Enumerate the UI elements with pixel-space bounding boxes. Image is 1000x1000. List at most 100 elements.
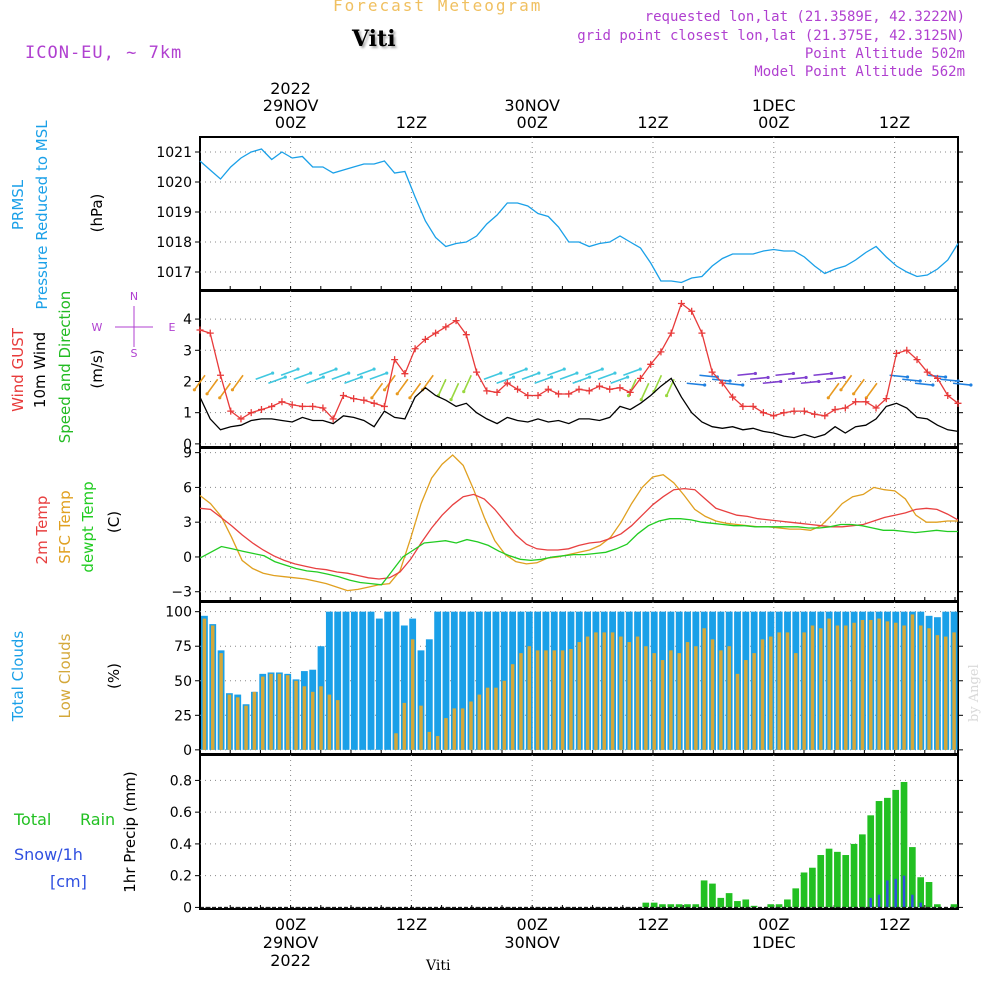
wind-gust-line-marker xyxy=(954,399,962,407)
wind-direction-arrow xyxy=(597,372,616,380)
wind-gust-line-marker xyxy=(483,387,491,395)
rain-label: Rain xyxy=(80,810,115,829)
wind-direction-arrow xyxy=(231,374,244,391)
low-cloud-bar xyxy=(619,636,623,750)
wind-label: 10m Wind xyxy=(31,332,49,408)
wind-direction-arrow-head xyxy=(511,375,516,379)
precip-y-tick-label: 0 xyxy=(183,900,192,916)
total-cloud-bar xyxy=(400,625,408,750)
low-cloud-label: Low Clouds xyxy=(56,633,74,718)
wind-y-tick-label: 4 xyxy=(183,312,192,328)
wind-gust-line-marker xyxy=(319,404,327,412)
wind-gust-line-marker xyxy=(862,398,870,406)
wind-direction-arrow xyxy=(318,368,337,376)
wind-gust-line-marker xyxy=(729,393,737,401)
low-cloud-bar xyxy=(210,625,215,750)
low-cloud-bar xyxy=(535,650,540,750)
low-cloud-bar xyxy=(794,653,798,750)
wind-direction-arrow-head xyxy=(359,375,363,379)
low-cloud-bar xyxy=(669,650,673,750)
wind-gust-line-marker xyxy=(575,385,583,393)
low-cloud-bar xyxy=(202,618,207,750)
rain-bar xyxy=(684,904,691,908)
low-cloud-bar xyxy=(444,718,448,750)
low-cloud-bar xyxy=(410,639,415,750)
pressure-y-tick-label: 1019 xyxy=(156,205,192,221)
wind-gust-line-marker xyxy=(493,388,501,396)
total-cloud-bar xyxy=(392,611,400,750)
low-cloud-bar xyxy=(610,632,615,750)
rain-bar xyxy=(650,902,658,908)
wind-gust-line-marker xyxy=(770,412,778,420)
rain-bar xyxy=(692,904,700,908)
wind-gust-line-marker xyxy=(882,395,890,403)
wind-direction-arrow-head xyxy=(395,392,399,396)
low-cloud-bar xyxy=(510,664,515,750)
wind-direction-arrow xyxy=(788,376,807,381)
wind-direction-arrow xyxy=(927,374,946,378)
wind-gust-line-marker xyxy=(442,323,450,331)
total-cloud-bar xyxy=(375,618,383,750)
low-cloud-bar xyxy=(460,708,465,750)
total-cloud-bar xyxy=(384,611,392,750)
low-cloud-bar xyxy=(694,646,698,750)
bottom-time-label: 1DEC xyxy=(752,933,796,952)
rain-bar xyxy=(834,851,841,908)
wind-gust-line-marker xyxy=(944,392,952,400)
low-cloud-bar xyxy=(577,642,581,750)
rain-bar xyxy=(817,855,825,908)
wind-gust-line-marker xyxy=(585,387,593,395)
wind-gust-line-marker xyxy=(391,356,399,364)
wind-direction-arrow xyxy=(463,374,472,392)
clouds-y-tick-label: 0 xyxy=(183,743,192,759)
top-time-label: 1DEC xyxy=(752,96,796,115)
wind-direction-arrow-head xyxy=(804,375,808,380)
wind-gust-line-marker xyxy=(370,399,378,407)
wind-y-tick-label: 1 xyxy=(183,406,192,422)
wind-speed-line xyxy=(199,377,959,439)
wind-gust-line-marker xyxy=(923,368,931,376)
low-cloud-bar xyxy=(594,632,598,750)
rain-bar xyxy=(675,904,683,908)
wind-direction-arrow xyxy=(371,382,384,399)
snow-bar xyxy=(902,875,906,908)
low-cloud-bar xyxy=(285,675,290,750)
wind-direction-arrow xyxy=(712,378,731,382)
low-cloud-bar xyxy=(502,680,507,750)
wind-gust-line-marker xyxy=(411,345,419,353)
total-cloud-bar xyxy=(325,611,333,750)
wind-direction-arrow xyxy=(840,374,853,391)
wind-gust-line-marker xyxy=(432,329,440,337)
wind-direction-arrow-head xyxy=(791,371,796,376)
total-cloud-label: Total Clouds xyxy=(9,631,27,723)
wind-direction-arrow xyxy=(344,376,362,384)
snow-bar xyxy=(869,897,872,908)
wind-direction-arrow xyxy=(437,378,447,396)
low-cloud-bar xyxy=(935,635,940,750)
point-altitude: Point Altitude 502m xyxy=(804,46,965,62)
wind-gust-line-marker xyxy=(278,398,286,406)
wind-direction-arrow xyxy=(409,382,422,399)
dewpoint-label: dewpt Temp xyxy=(79,481,97,572)
wind-gust-line-marker xyxy=(452,317,460,325)
rain-bar xyxy=(659,904,666,908)
rain-bar xyxy=(859,834,866,908)
wind-gust-line-marker xyxy=(698,329,706,337)
low-cloud-bar xyxy=(860,619,865,750)
low-cloud-bar xyxy=(277,673,282,750)
low-cloud-bar xyxy=(319,686,323,750)
low-cloud-bar xyxy=(727,646,731,750)
wind-direction-arrow-head xyxy=(192,388,197,392)
rain-bar xyxy=(734,901,741,908)
total-cloud-bar xyxy=(475,611,483,750)
low-cloud-bar xyxy=(952,632,956,750)
sfc-temp-line xyxy=(199,454,958,592)
wind-gust-line-marker xyxy=(380,402,388,410)
wind-gust-line-marker xyxy=(739,402,747,410)
wind-direction-arrow xyxy=(559,372,578,380)
requested-coords: requested lon,lat (21.3589E, 42.3222N) xyxy=(644,9,965,25)
low-cloud-bar xyxy=(419,705,423,750)
low-cloud-bar xyxy=(544,650,548,750)
wind-gust-line-marker xyxy=(688,307,696,315)
wind-direction-arrow xyxy=(737,372,756,377)
